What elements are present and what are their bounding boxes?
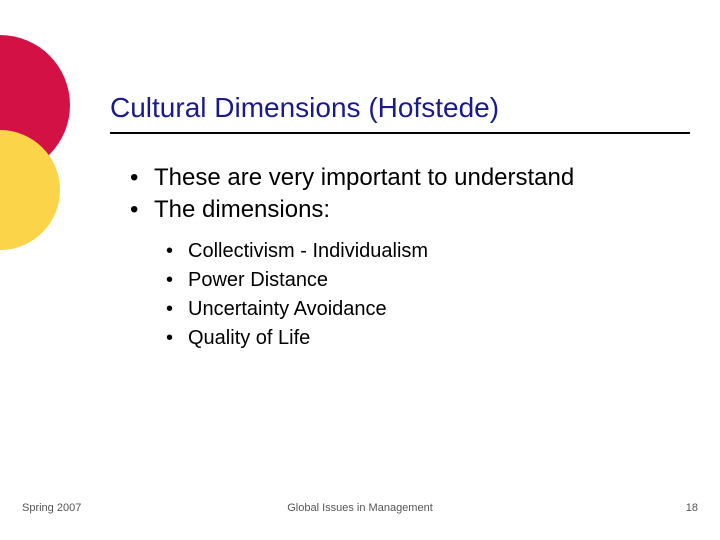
bullet-list-level1: These are very important to understand T… <box>130 162 690 227</box>
bullet-subitem: Power Distance <box>166 266 690 295</box>
slide-footer: Spring 2007 Global Issues in Management … <box>0 502 720 522</box>
bullet-subitem: Quality of Life <box>166 324 690 353</box>
red-circle-shape <box>0 35 70 175</box>
slide-title: Cultural Dimensions (Hofstede) <box>110 92 690 134</box>
bullet-item: The dimensions: <box>130 194 690 226</box>
bullet-list-level2: Collectivism - Individualism Power Dista… <box>166 237 690 353</box>
slide-number: 18 <box>686 502 698 514</box>
slide-content: Cultural Dimensions (Hofstede) These are… <box>110 92 690 353</box>
bullet-item: These are very important to understand <box>130 162 690 194</box>
bullet-subitem: Uncertainty Avoidance <box>166 295 690 324</box>
yellow-circle-shape <box>0 130 60 250</box>
footer-left-text: Spring 2007 <box>22 502 81 514</box>
corner-decoration <box>0 0 100 260</box>
bullet-subitem: Collectivism - Individualism <box>166 237 690 266</box>
footer-center-text: Global Issues in Management <box>287 502 433 514</box>
